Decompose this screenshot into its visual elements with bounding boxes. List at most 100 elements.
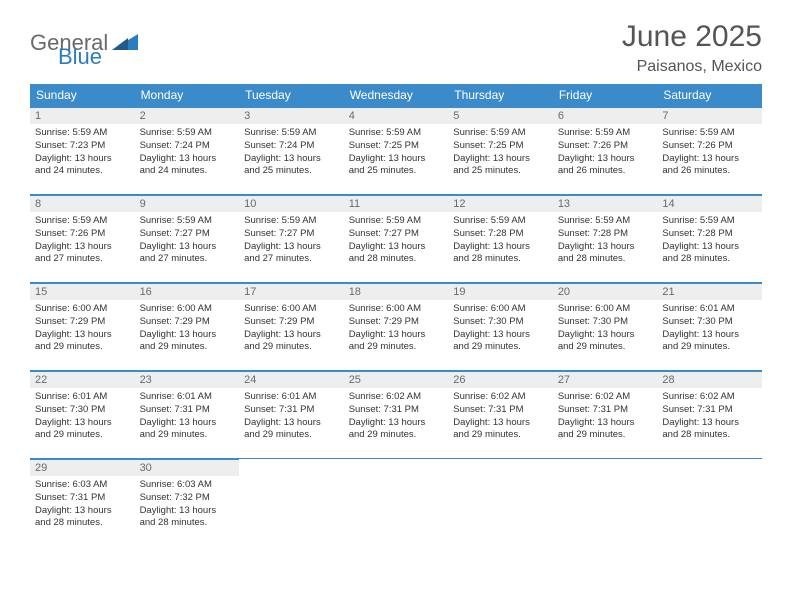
day-data: Sunrise: 5:59 AMSunset: 7:27 PMDaylight:… [239,212,344,269]
sunrise-line: Sunrise: 6:00 AM [35,303,130,316]
day-number: 19 [448,283,553,300]
day-number: 16 [135,283,240,300]
sunset-line: Sunset: 7:31 PM [35,492,130,505]
day-number: 15 [30,283,135,300]
daylight-line: Daylight: 13 hours and 29 minutes. [453,329,548,355]
calendar-cell: 20Sunrise: 6:00 AMSunset: 7:30 PMDayligh… [553,283,658,371]
daylight-line: Daylight: 13 hours and 29 minutes. [35,329,130,355]
day-data: Sunrise: 6:02 AMSunset: 7:31 PMDaylight:… [448,388,553,445]
day-number: 21 [657,283,762,300]
calendar-cell: 27Sunrise: 6:02 AMSunset: 7:31 PMDayligh… [553,371,658,459]
weekday-header: Sunday [30,84,135,107]
brand-part2: Blue [30,44,102,69]
daylight-line: Daylight: 13 hours and 28 minutes. [35,505,130,531]
sunset-line: Sunset: 7:31 PM [244,404,339,417]
sunset-line: Sunset: 7:30 PM [35,404,130,417]
sunrise-line: Sunrise: 6:00 AM [558,303,653,316]
sunset-line: Sunset: 7:29 PM [35,316,130,329]
sunrise-line: Sunrise: 5:59 AM [35,127,130,140]
sunset-line: Sunset: 7:23 PM [35,140,130,153]
day-data: Sunrise: 6:02 AMSunset: 7:31 PMDaylight:… [344,388,449,445]
day-number: 8 [30,195,135,212]
sunrise-line: Sunrise: 6:00 AM [453,303,548,316]
sunrise-line: Sunrise: 6:00 AM [349,303,444,316]
sunrise-line: Sunrise: 5:59 AM [244,127,339,140]
calendar-cell: 5Sunrise: 5:59 AMSunset: 7:25 PMDaylight… [448,107,553,195]
sunrise-line: Sunrise: 6:02 AM [349,391,444,404]
day-data: Sunrise: 5:59 AMSunset: 7:26 PMDaylight:… [553,124,658,181]
sunrise-line: Sunrise: 6:00 AM [244,303,339,316]
sunset-line: Sunset: 7:27 PM [244,228,339,241]
calendar-cell: 1Sunrise: 5:59 AMSunset: 7:23 PMDaylight… [30,107,135,195]
day-number: 12 [448,195,553,212]
title-block: June 2025 Paisanos, Mexico [622,20,762,76]
day-data: Sunrise: 6:02 AMSunset: 7:31 PMDaylight:… [657,388,762,445]
logo-triangle-icon [112,32,138,55]
calendar-table: SundayMondayTuesdayWednesdayThursdayFrid… [30,84,762,547]
calendar-cell: 21Sunrise: 6:01 AMSunset: 7:30 PMDayligh… [657,283,762,371]
calendar-row: 29 Sunrise: 6:03 AM Sunset: 7:31 PMDayligh… [30,459,762,547]
day-data: Sunrise: 6:03 AMSunset: 7:32 PMDaylight:… [135,476,240,533]
day-number: 5 [448,107,553,124]
sunset-line: Sunset: 7:25 PM [349,140,444,153]
day-number: 23 [135,371,240,388]
sunrise-line: Sunrise: 6:01 AM [140,391,235,404]
weekday-header: Thursday [448,84,553,107]
daylight-line: Daylight: 13 hours and 29 minutes. [558,417,653,443]
day-data: Sunrise: 5:59 AMSunset: 7:28 PMDaylight:… [448,212,553,269]
calendar-cell: 6Sunrise: 5:59 AMSunset: 7:26 PMDaylight… [553,107,658,195]
day-number: 6 [553,107,658,124]
day-number: 28 [657,371,762,388]
daylight-line: Daylight: 13 hours and 28 minutes. [662,417,757,443]
daylight-line: Daylight: 13 hours and 29 minutes. [35,417,130,443]
daylight-line: Daylight: 13 hours and 29 minutes. [453,417,548,443]
sunrise-line: Sunrise: 6:00 AM [140,303,235,316]
daylight-line: Daylight: 13 hours and 25 minutes. [244,153,339,179]
sunset-line: Sunset: 7:31 PM [140,404,235,417]
daylight-line: Daylight: 13 hours and 29 minutes. [244,329,339,355]
sunset-line: Sunset: 7:24 PM [140,140,235,153]
daylight-line: Daylight: 13 hours and 25 minutes. [453,153,548,179]
day-number: 1 [30,107,135,124]
sunset-line: Sunset: 7:30 PM [453,316,548,329]
day-number: 20 [553,283,658,300]
sunset-line: Sunset: 7:28 PM [662,228,757,241]
sunset-line: Sunset: 7:26 PM [558,140,653,153]
calendar-cell: 9Sunrise: 5:59 AMSunset: 7:27 PMDaylight… [135,195,240,283]
calendar-cell: 17Sunrise: 6:00 AMSunset: 7:29 PMDayligh… [239,283,344,371]
day-number: 14 [657,195,762,212]
day-data: Sunrise: 6:02 AMSunset: 7:31 PMDaylight:… [553,388,658,445]
sunrise-line: Sunrise: 6:03 AM [140,479,235,492]
day-data: Sunrise: 5:59 AMSunset: 7:26 PMDaylight:… [30,212,135,269]
sunset-line: Sunset: 7:26 PM [35,228,130,241]
day-number: 26 [448,371,553,388]
day-data: Sunrise: 6:00 AMSunset: 7:29 PMDaylight:… [344,300,449,357]
day-number: 29 [30,459,135,476]
day-number: 9 [135,195,240,212]
calendar-cell: 24Sunrise: 6:01 AMSunset: 7:31 PMDayligh… [239,371,344,459]
calendar-cell: 22Sunrise: 6:01 AMSunset: 7:30 PMDayligh… [30,371,135,459]
sunrise-line: Sunrise: 6:02 AM [453,391,548,404]
day-data: Sunrise: 6:01 AMSunset: 7:30 PMDaylight:… [30,388,135,445]
calendar-cell: 11Sunrise: 5:59 AMSunset: 7:27 PMDayligh… [344,195,449,283]
sunrise-line: Sunrise: 5:59 AM [349,127,444,140]
calendar-cell: 30Sunrise: 6:03 AMSunset: 7:32 PMDayligh… [135,459,240,547]
sunset-line: Sunset: 7:25 PM [453,140,548,153]
sunset-line: Sunset: 7:27 PM [349,228,444,241]
sunset-line: Sunset: 7:30 PM [558,316,653,329]
daylight-line: Daylight: 13 hours and 26 minutes. [558,153,653,179]
location-label: Paisanos, Mexico [622,58,762,76]
day-number: 24 [239,371,344,388]
weekday-header: Friday [553,84,658,107]
sunset-line: Sunset: 7:29 PM [140,316,235,329]
day-number: 13 [553,195,658,212]
calendar-cell: 8Sunrise: 5:59 AMSunset: 7:26 PMDaylight… [30,195,135,283]
calendar-cell: 15 Sunrise: 6:00 AMSunset: 7:29 PMDayligh… [30,283,135,371]
daylight-line: Daylight: 13 hours and 29 minutes. [349,417,444,443]
calendar-cell [239,459,344,547]
weekday-header: Wednesday [344,84,449,107]
daylight-line: Daylight: 13 hours and 27 minutes. [140,241,235,267]
day-number: 18 [344,283,449,300]
daylight-line: Daylight: 13 hours and 27 minutes. [35,241,130,267]
calendar-cell: 26Sunrise: 6:02 AMSunset: 7:31 PMDayligh… [448,371,553,459]
